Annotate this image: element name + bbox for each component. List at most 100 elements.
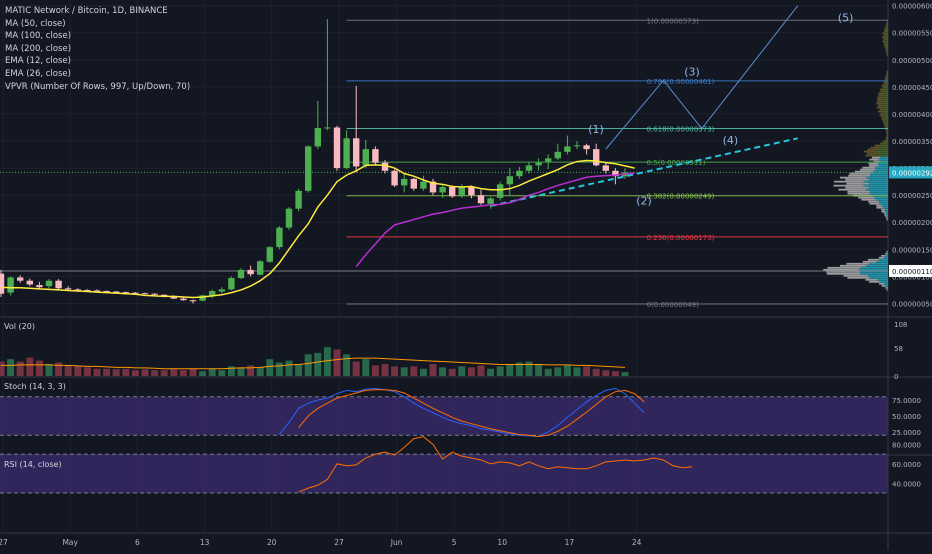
vpvr-row — [886, 74, 888, 77]
vpvr-row — [884, 84, 888, 87]
stoch-band — [0, 396, 888, 436]
vpvr-row — [881, 284, 886, 287]
legend-ema26[interactable]: EMA (26, close) — [5, 68, 71, 79]
vpvr-row — [883, 82, 886, 85]
fib-level-label: 0.5(0.00000311) — [647, 159, 706, 167]
candle-body — [401, 178, 408, 186]
volume-bar — [285, 360, 293, 376]
volume-bar — [26, 357, 34, 376]
elliott-projection — [605, 5, 799, 150]
vpvr-row — [879, 280, 888, 283]
legend-ma100[interactable]: MA (100, close) — [5, 31, 72, 42]
volume-bar — [573, 367, 581, 376]
vpvr-row — [886, 250, 888, 253]
candle-body — [74, 289, 81, 291]
rsi-pane-label[interactable]: RSI (14, close) — [4, 460, 62, 469]
candle-body — [410, 178, 417, 189]
vpvr-row — [876, 154, 888, 157]
vpvr-row — [885, 30, 888, 33]
candle-body — [228, 278, 235, 290]
legend-vpvr[interactable]: VPVR (Number Of Rows, 997, Up/Down, 70) — [5, 81, 191, 92]
volume-bar — [83, 367, 91, 376]
price-tick-label: 0.00000500 — [892, 57, 932, 65]
volume-bar — [439, 367, 447, 376]
vpvr-row — [881, 116, 885, 119]
x-tick-label: 13 — [200, 538, 210, 547]
vpvr-row — [885, 80, 888, 83]
legend-ma200[interactable]: MA (200, close) — [5, 43, 72, 54]
candle-body — [362, 149, 369, 166]
vpvr-row — [885, 40, 888, 43]
legend-ema12[interactable]: EMA (12, close) — [5, 56, 71, 67]
candle-body — [218, 289, 225, 292]
volume-bar — [170, 369, 178, 376]
x-tick-label: 27 — [0, 538, 8, 547]
candle-body — [343, 138, 350, 169]
volume-bar — [391, 366, 399, 376]
volume-pane-label[interactable]: Vol (20) — [4, 322, 35, 331]
vpvr-row — [878, 94, 884, 97]
stoch-pane-label[interactable]: Stoch (14, 3, 3) — [4, 382, 66, 391]
vpvr-row — [882, 36, 886, 39]
vpvr-row — [885, 36, 888, 39]
vpvr-row — [865, 278, 878, 281]
vpvr-row — [882, 86, 886, 89]
vpvr-row — [883, 30, 886, 33]
vpvr-row — [885, 252, 887, 255]
vpvr-row — [885, 122, 888, 125]
wave-label: (4) — [723, 134, 739, 147]
price-tick-label: 0.00000200 — [892, 219, 932, 227]
volume-bar — [410, 366, 418, 376]
vpvr-row — [847, 192, 870, 195]
vpvr-row — [886, 132, 888, 135]
candle-body — [7, 277, 14, 293]
vpvr-row — [877, 100, 883, 103]
vpvr-row — [882, 32, 886, 35]
vpvr-row — [860, 270, 888, 273]
volume-bar — [7, 359, 15, 376]
candle-body — [295, 190, 302, 209]
vpvr-row — [878, 164, 888, 167]
volume-bar — [112, 369, 120, 376]
vpvr-row — [876, 102, 883, 105]
vpvr-row — [858, 196, 875, 199]
vpvr-row — [887, 52, 888, 55]
vpvr-row — [882, 204, 888, 207]
vpvr-row — [868, 178, 888, 181]
legend-ma50[interactable]: MA (50, close) — [5, 18, 66, 29]
vpvr-row — [887, 218, 888, 221]
vpvr-row — [858, 268, 888, 271]
fib-level-label: 0.236(0.00000173) — [647, 234, 715, 242]
vpvr-row — [863, 184, 888, 187]
vpvr-row — [823, 268, 859, 271]
vpvr-row — [886, 48, 888, 51]
vpvr-row — [884, 208, 888, 211]
vpvr-row — [887, 20, 888, 23]
price-tick-label: 0.00000050 — [892, 300, 932, 308]
legend-title[interactable]: MATIC Network / Bitcoin, 1D, BINANCE — [5, 6, 168, 16]
vpvr-row — [878, 104, 884, 107]
vpvr-row — [885, 24, 887, 27]
price-tick-label: 0.00000550 — [892, 30, 932, 38]
candle-body — [381, 162, 389, 171]
candle-body — [506, 176, 513, 185]
candle-body — [439, 187, 446, 193]
vpvr-row — [868, 162, 879, 165]
volume-bar — [199, 371, 207, 376]
vpvr-row — [881, 84, 885, 87]
vpvr-row — [887, 216, 888, 219]
vpvr-row — [883, 94, 888, 97]
vpvr-row — [887, 72, 888, 75]
vpvr-row — [869, 262, 888, 265]
volume-bar — [362, 359, 370, 376]
vpvr-row — [877, 152, 888, 155]
vpvr-row — [882, 98, 888, 101]
vpvr-row — [876, 204, 883, 207]
vpvr-row — [883, 122, 886, 125]
volume-bar — [237, 367, 245, 376]
x-tick-label: 5 — [452, 538, 457, 547]
candle-body — [583, 145, 590, 150]
volume-bar — [467, 367, 475, 376]
candle-body — [324, 127, 331, 129]
